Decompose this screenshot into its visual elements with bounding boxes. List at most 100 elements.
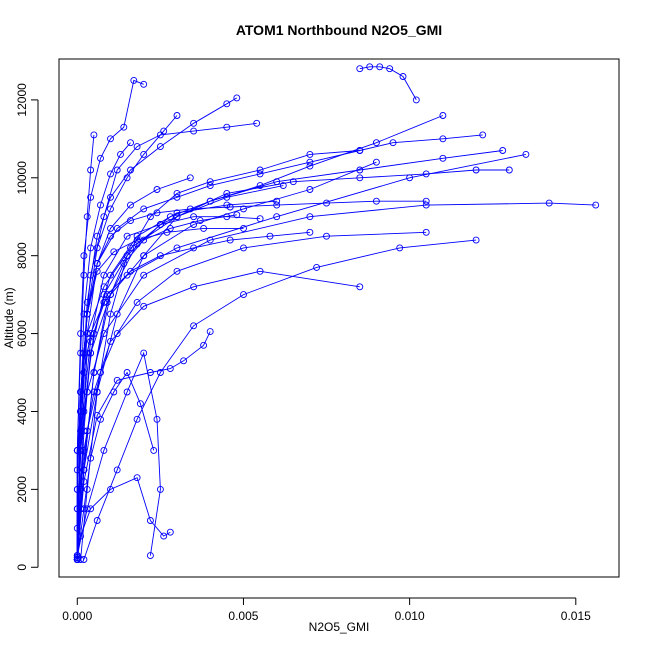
data-point (233, 211, 241, 219)
series-7 (73, 349, 164, 560)
data-point (146, 369, 154, 376)
series-26 (73, 228, 314, 563)
series-line (76, 231, 427, 560)
data-point (186, 205, 194, 213)
data-point (173, 189, 181, 197)
data-point (323, 199, 330, 207)
y-tick-label: 0 (15, 564, 29, 571)
series-4 (80, 236, 480, 563)
data-point (107, 485, 114, 493)
data-point (140, 271, 148, 279)
data-point (100, 213, 108, 221)
data-point (80, 252, 88, 260)
data-point (240, 244, 247, 252)
data-point (127, 244, 134, 252)
data-point (73, 485, 81, 493)
data-point (97, 369, 104, 376)
series-line (76, 161, 377, 556)
series-2 (73, 199, 600, 560)
data-point (389, 139, 397, 147)
data-point (190, 283, 198, 291)
data-point (113, 330, 121, 338)
data-point (366, 63, 374, 71)
data-point (97, 201, 104, 209)
data-point (156, 252, 164, 260)
data-point (256, 182, 264, 190)
data-point (103, 291, 111, 299)
data-point (505, 166, 513, 174)
data-point (140, 150, 148, 158)
chart-title: ATOM1 Northbound N2O5_GMI (236, 22, 442, 38)
data-point (140, 205, 148, 213)
series-27 (73, 174, 194, 563)
data-point (123, 369, 131, 376)
data-point (289, 178, 297, 186)
data-point (439, 112, 447, 119)
series-line (76, 231, 310, 560)
data-point (173, 193, 181, 201)
data-point (77, 388, 85, 396)
y-tick-label: 2000 (15, 476, 29, 503)
series-line (76, 122, 257, 560)
data-point (107, 170, 114, 178)
data-point (479, 131, 487, 139)
data-point (253, 119, 261, 127)
data-point (206, 328, 214, 336)
data-point (97, 415, 104, 423)
data-point (273, 197, 281, 205)
data-point (592, 201, 600, 209)
series-line (83, 239, 477, 560)
data-point (256, 170, 264, 178)
data-point (439, 154, 447, 162)
data-point (140, 80, 148, 88)
data-point (130, 76, 138, 84)
data-point (256, 215, 264, 223)
series-28 (356, 63, 420, 104)
series-15 (73, 112, 447, 563)
x-tick-label: 0.000 (62, 609, 92, 623)
series-line (76, 351, 161, 556)
data-point (110, 248, 118, 256)
data-point (150, 446, 158, 454)
data-point (499, 147, 507, 154)
data-point (163, 228, 171, 236)
data-point (166, 528, 174, 536)
series-12 (77, 147, 364, 563)
data-point (273, 213, 281, 221)
data-point (93, 388, 101, 396)
series-line (76, 371, 155, 560)
data-point (372, 158, 380, 166)
data-point (146, 517, 154, 524)
y-tick-label: 10000 (15, 161, 29, 195)
data-point (256, 267, 264, 275)
series-line (76, 115, 444, 560)
series-line (76, 331, 211, 560)
series-line (76, 200, 427, 560)
data-point (107, 271, 114, 279)
data-point (123, 232, 131, 240)
series-11 (73, 166, 513, 563)
data-point (156, 369, 164, 376)
data-point (136, 400, 144, 408)
data-point (113, 166, 121, 174)
series-24 (73, 131, 98, 563)
data-point (80, 271, 88, 279)
data-point (87, 337, 95, 345)
series-line (76, 270, 360, 560)
data-point (396, 244, 404, 252)
data-point (146, 552, 154, 560)
data-point (153, 415, 161, 423)
data-point (107, 224, 114, 232)
data-point (186, 174, 194, 182)
y-tick-label: 4000 (15, 398, 29, 425)
data-point (127, 201, 134, 209)
data-point (153, 209, 161, 217)
series-29 (73, 197, 430, 563)
data-point (356, 147, 364, 154)
series-21 (73, 211, 241, 563)
data-point (93, 517, 101, 524)
y-axis-label: Altitude (m) (2, 287, 16, 348)
data-point (133, 298, 141, 306)
data-point (196, 217, 204, 225)
data-point (190, 221, 198, 228)
